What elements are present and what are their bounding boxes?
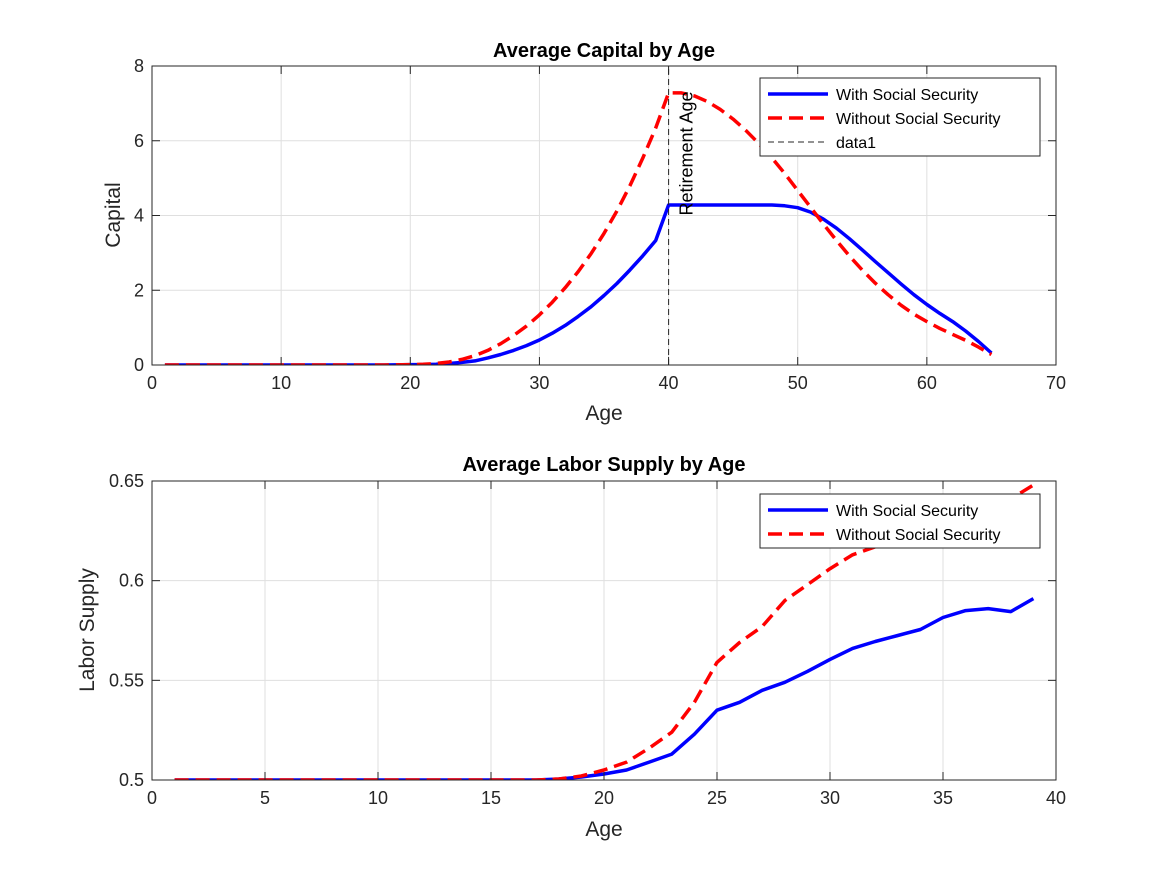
legend: With Social Security Without Social Secur… <box>759 493 1041 549</box>
y-tick-label: 0.55 <box>109 670 144 690</box>
x-tick-label: 5 <box>260 788 270 808</box>
legend-label: Without Social Security <box>836 527 1001 544</box>
x-axis-label: Age <box>585 402 622 425</box>
x-tick-label: 10 <box>271 373 291 393</box>
y-tick-label: 2 <box>134 280 144 300</box>
x-tick-label: 0 <box>147 373 157 393</box>
legend: With Social Security Without Social Secur… <box>759 77 1041 157</box>
capital-subplot: 0 10 20 30 40 50 60 70 0 2 4 6 8 Average Capital by … <box>102 40 1066 425</box>
legend-label: With Social Security <box>836 87 978 104</box>
y-tick-label: 0.65 <box>109 471 144 491</box>
chart-title: Average Capital by Age <box>493 40 715 62</box>
y-axis-label: Labor Supply <box>76 568 99 692</box>
series-line-2 <box>164 91 993 365</box>
x-tick-label: 20 <box>594 788 614 808</box>
legend-box <box>759 77 1041 157</box>
x-tick-label: 15 <box>481 788 501 808</box>
x-tick-label: 40 <box>659 373 679 393</box>
annotation-layer: Retirement Age <box>677 91 697 215</box>
x-tick-label: 30 <box>529 373 549 393</box>
legend-label: With Social Security <box>836 503 978 520</box>
y-tick-label: 0.6 <box>119 571 144 591</box>
y-tick-label: 8 <box>134 56 144 76</box>
ticks: 0 10 20 30 40 50 60 70 0 2 4 6 8 <box>134 56 1066 393</box>
x-tick-label: 40 <box>1046 788 1066 808</box>
y-axis-label: Capital <box>102 182 125 247</box>
labor-subplot: 0 5 10 15 20 25 30 35 40 0.5 0.55 0.6 0.65 Average L… <box>76 454 1066 841</box>
x-tick-label: 35 <box>933 788 953 808</box>
x-tick-label: 25 <box>707 788 727 808</box>
series-layer <box>164 66 993 365</box>
x-tick-label: 60 <box>917 373 937 393</box>
x-tick-label: 70 <box>1046 373 1066 393</box>
x-tick-label: 0 <box>147 788 157 808</box>
y-tick-label: 0 <box>134 355 144 375</box>
legend-label: data1 <box>836 135 876 152</box>
x-tick-label: 10 <box>368 788 388 808</box>
retirement-age-annotation: Retirement Age <box>677 91 697 215</box>
y-tick-label: 0.5 <box>119 770 144 790</box>
y-tick-label: 6 <box>134 131 144 151</box>
y-tick-label: 4 <box>134 206 144 226</box>
legend-label: Without Social Security <box>836 111 1001 128</box>
x-axis-label: Age <box>585 818 622 841</box>
x-tick-label: 50 <box>788 373 808 393</box>
x-tick-label: 20 <box>400 373 420 393</box>
x-tick-label: 30 <box>820 788 840 808</box>
ticks: 0 5 10 15 20 25 30 35 40 0.5 0.55 0.6 0.65 <box>109 471 1066 808</box>
chart-title: Average Labor Supply by Age <box>462 454 745 476</box>
legend-box <box>759 493 1041 549</box>
